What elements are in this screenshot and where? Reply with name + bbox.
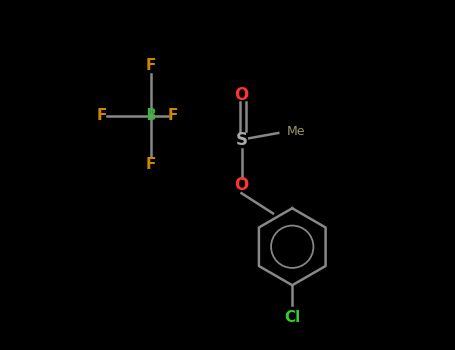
Text: F: F: [96, 108, 107, 123]
Text: F: F: [168, 108, 178, 123]
Text: O: O: [234, 85, 248, 104]
Text: B: B: [146, 108, 155, 123]
Text: F: F: [145, 58, 156, 74]
Text: Cl: Cl: [284, 310, 300, 325]
Text: O: O: [234, 176, 248, 195]
Text: S: S: [236, 131, 248, 149]
Text: F: F: [145, 158, 156, 173]
Text: Me: Me: [287, 125, 305, 138]
